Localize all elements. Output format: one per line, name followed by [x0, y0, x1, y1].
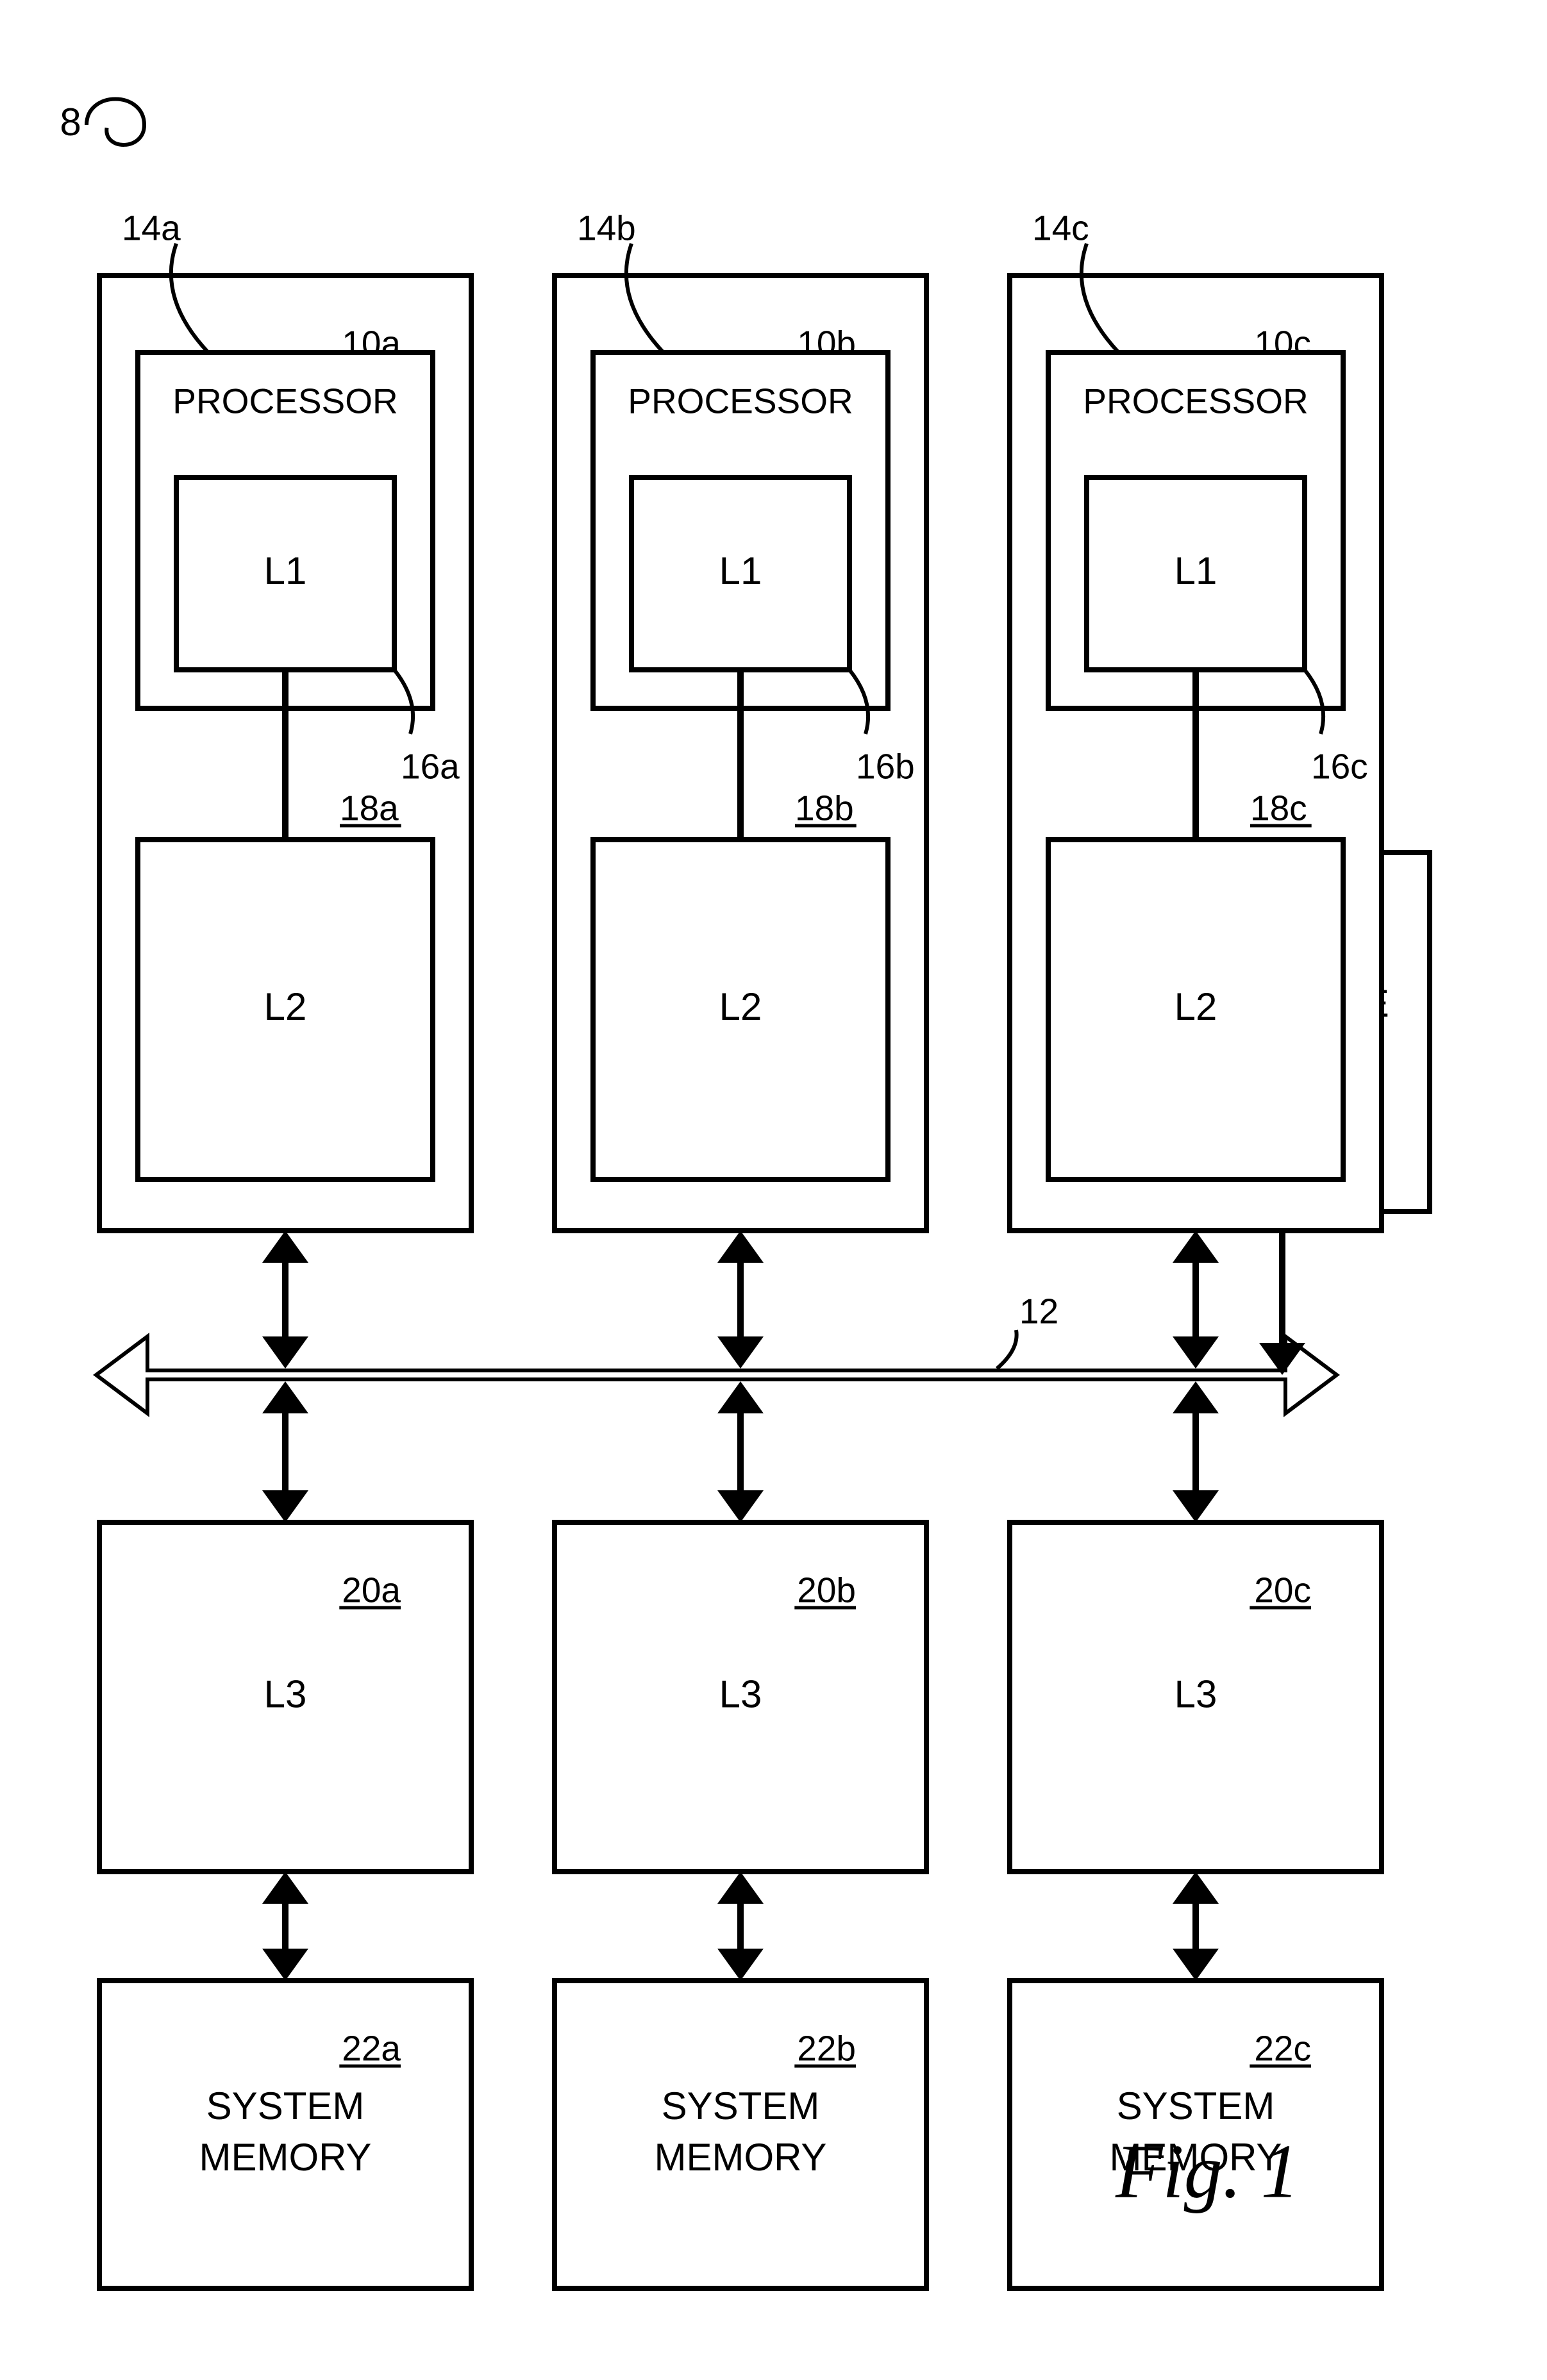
- l3-a-label: L3: [264, 1672, 307, 1715]
- mem-b-label1: SYSTEM: [662, 2085, 820, 2127]
- l1-a-label: L1: [264, 549, 307, 592]
- l2-bus-b-head-down: [717, 1336, 764, 1369]
- l2-b-label: L2: [719, 985, 762, 1028]
- l3-mem-c-head-up: [1173, 1872, 1219, 1904]
- bus-l3-a-head-up: [262, 1381, 308, 1413]
- l1-b-label: L1: [719, 549, 762, 592]
- mem-a-box: [99, 1981, 471, 2288]
- l1-c-label: L1: [1175, 549, 1217, 592]
- bus-l3-c-head-up: [1173, 1381, 1219, 1413]
- processor-c-label: PROCESSOR: [1083, 381, 1308, 421]
- bus-l3-b-head-up: [717, 1381, 764, 1413]
- processor-b-label: PROCESSOR: [628, 381, 853, 421]
- mem-a-label1: SYSTEM: [206, 2085, 365, 2127]
- l3-mem-c-head-down: [1173, 1949, 1219, 1981]
- mem-a-ref: 22a: [342, 2029, 401, 2068]
- bus-l3-c-head-down: [1173, 1490, 1219, 1522]
- mem-a-label2: MEMORY: [199, 2136, 372, 2179]
- l3-c-ref: 20c: [1254, 1570, 1311, 1610]
- l2-a-ref: 18a: [340, 788, 399, 828]
- l3-mem-a-head-up: [262, 1872, 308, 1904]
- mem-c-ref: 22c: [1254, 2029, 1311, 2068]
- processor-b-ref: 14b: [577, 208, 636, 248]
- l2-bus-c-head-down: [1173, 1336, 1219, 1369]
- processor-c-ref: 14c: [1032, 208, 1089, 248]
- l2-bus-b-head-up: [717, 1231, 764, 1263]
- figure-label: Fig. 1: [1115, 2129, 1300, 2214]
- l3-b-ref: 20b: [797, 1570, 856, 1610]
- l2-c-label: L2: [1175, 985, 1217, 1028]
- l2-b-ref: 18b: [795, 788, 854, 828]
- mem-b-label2: MEMORY: [655, 2136, 827, 2179]
- system-ref-swirl: [87, 99, 144, 145]
- l1-c-ref: 16c: [1311, 747, 1368, 786]
- bus-l3-b-head-down: [717, 1490, 764, 1522]
- diagram-root: 812RESPONSELOGIC2410aPROCESSOR14aL116aL2…: [0, 0, 1547, 2380]
- bus-l3-a-head-down: [262, 1490, 308, 1522]
- l1-a-ref: 16a: [401, 747, 460, 786]
- l3-b-label: L3: [719, 1672, 762, 1715]
- bus-ref-label: 12: [1019, 1292, 1058, 1331]
- processor-a-label: PROCESSOR: [172, 381, 397, 421]
- l2-bus-c-head-up: [1173, 1231, 1219, 1263]
- l3-mem-a-head-down: [262, 1949, 308, 1981]
- mem-b-box: [555, 1981, 926, 2288]
- l2-a-label: L2: [264, 985, 307, 1028]
- bus-ref-leader: [997, 1330, 1017, 1369]
- processor-a-ref: 14a: [122, 208, 181, 248]
- l3-mem-b-head-down: [717, 1949, 764, 1981]
- l3-a-ref: 20a: [342, 1570, 401, 1610]
- mem-c-label1: SYSTEM: [1117, 2085, 1275, 2127]
- mem-b-ref: 22b: [797, 2029, 856, 2068]
- l1-b-ref: 16b: [856, 747, 915, 786]
- l3-mem-b-head-up: [717, 1872, 764, 1904]
- l2-bus-a-head-down: [262, 1336, 308, 1369]
- l3-c-label: L3: [1175, 1672, 1217, 1715]
- system-ref-label: 8: [60, 101, 81, 144]
- l2-c-ref: 18c: [1250, 788, 1307, 828]
- l2-bus-a-head-up: [262, 1231, 308, 1263]
